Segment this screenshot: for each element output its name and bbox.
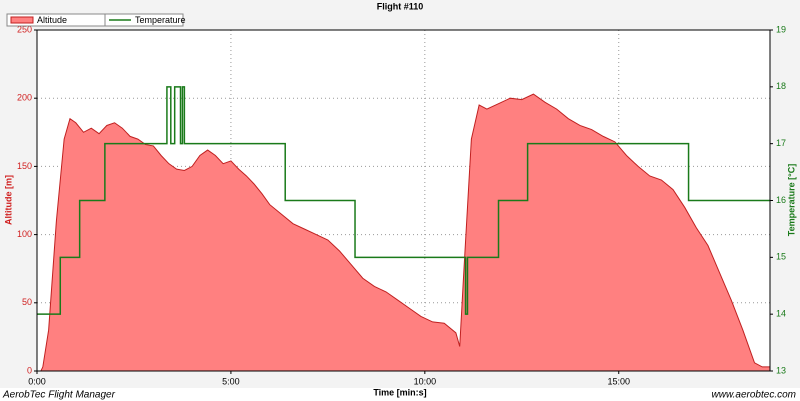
y2-tick-label: 19 [776, 24, 786, 34]
y-tick-label: 200 [17, 93, 32, 103]
footer-website: www.aerobtec.com [712, 390, 796, 401]
line [37, 86, 770, 315]
y-tick-label: 50 [22, 297, 32, 307]
chart-title: Flight #110 [377, 1, 424, 11]
y2-tick-label: 13 [776, 365, 786, 375]
footer-app: AerobTec Flight Manager [2, 390, 116, 401]
y2-tick-label: 15 [776, 252, 786, 262]
x-tick-label: 15:00 [607, 376, 630, 386]
y-tick-label: 0 [27, 365, 32, 375]
y-tick-label: 150 [17, 161, 32, 171]
y2-tick-label: 17 [776, 138, 786, 148]
y-axis-label: Altitude [m] [3, 175, 13, 225]
y2-axis-label: Temperature [°C] [786, 164, 796, 236]
area [37, 94, 770, 372]
y2-tick-label: 18 [776, 81, 786, 91]
x-tick-label: 10:00 [414, 376, 437, 386]
y-tick-label: 100 [17, 229, 32, 239]
x-tick-label: 0:00 [28, 376, 46, 386]
x-axis-label: Time [min:s] [373, 387, 426, 397]
legend-label: Temperature [135, 15, 186, 25]
x-tick-label: 5:00 [222, 376, 240, 386]
plot-border [36, 29, 771, 372]
legend-label: Altitude [37, 15, 67, 25]
y2-tick-label: 14 [776, 309, 786, 319]
legend-box [104, 13, 184, 27]
y2-tick-label: 16 [776, 195, 786, 205]
y-tick-label: 250 [17, 24, 32, 34]
legend-swatch [10, 16, 34, 24]
area-outline [37, 93, 770, 372]
